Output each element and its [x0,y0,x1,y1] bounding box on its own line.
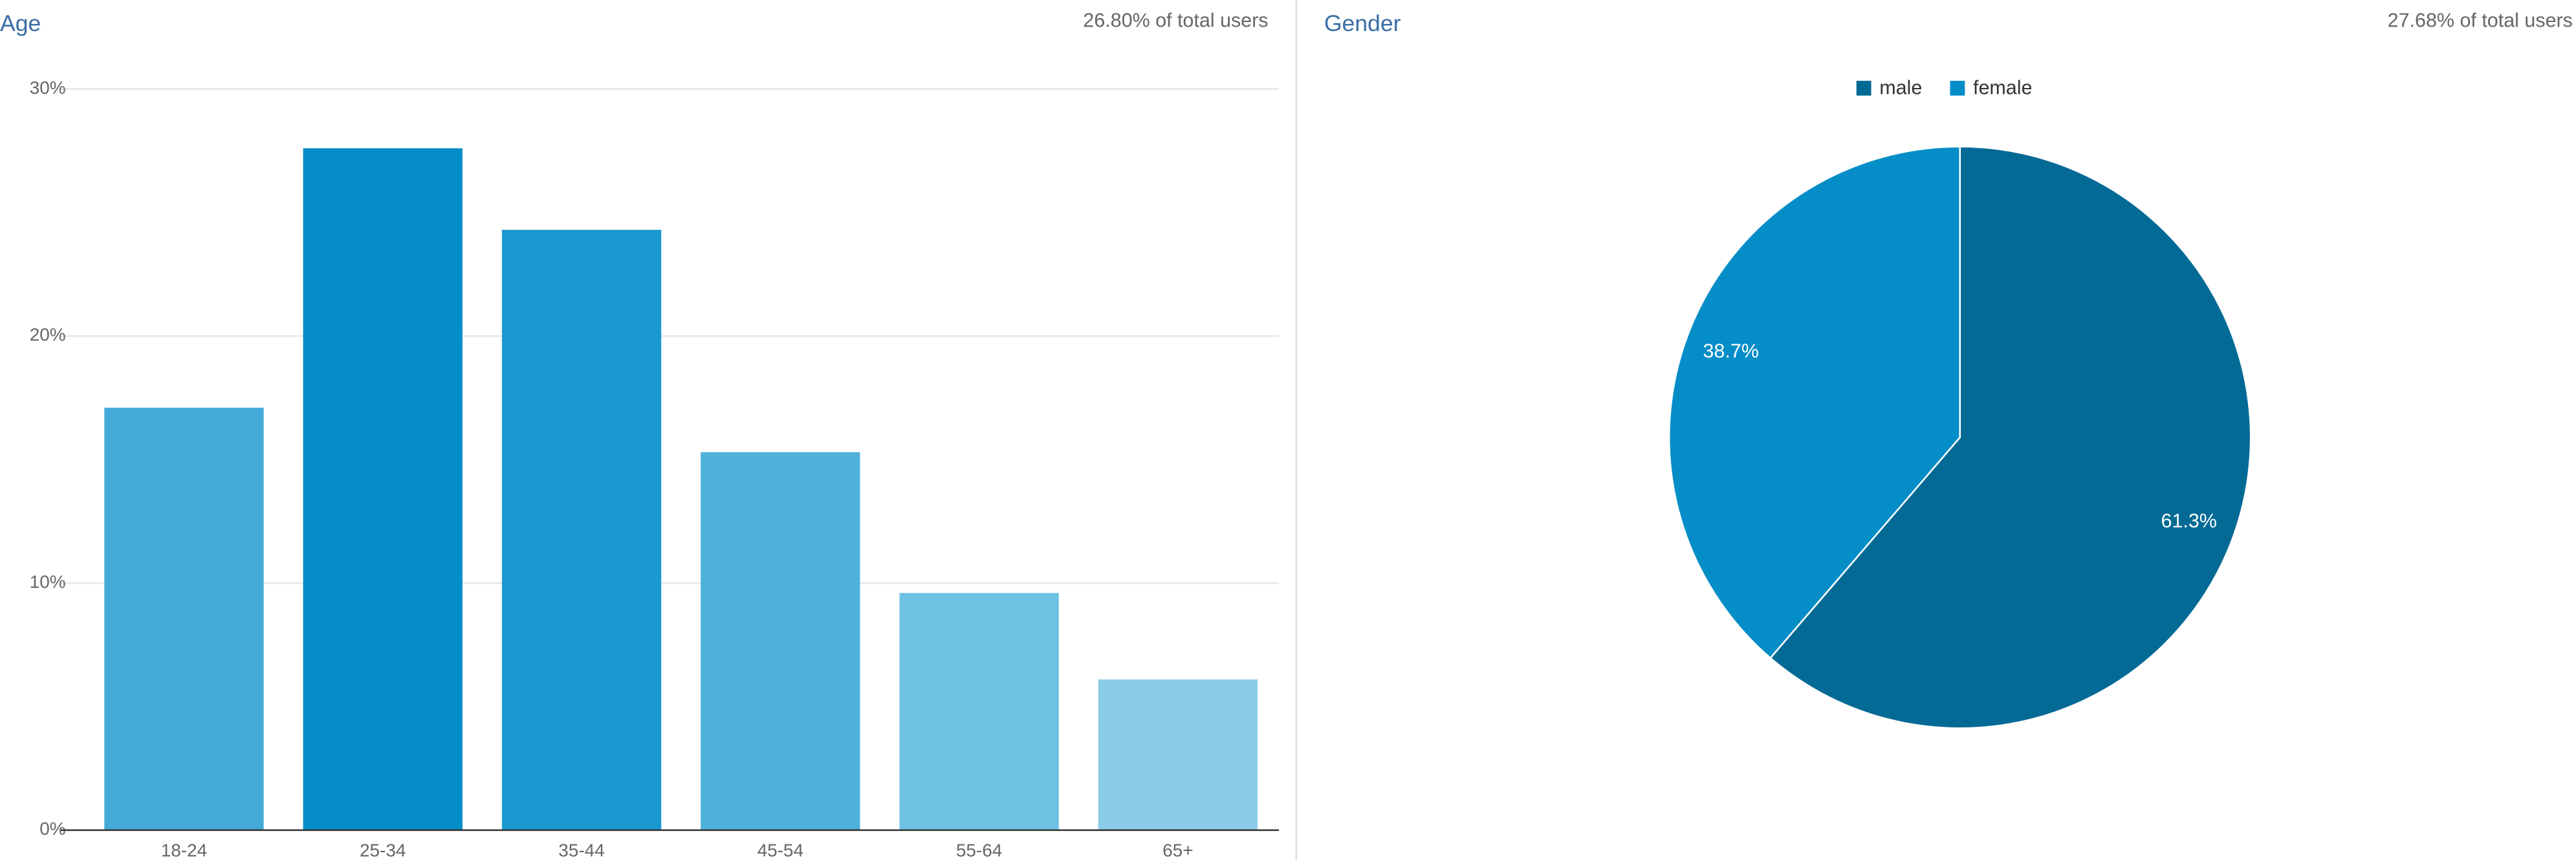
chart-subtitle: 26.80% of total users [1083,9,1268,31]
x-tick-label: 25-34 [360,840,406,860]
slice-label: 38.7% [1703,340,1758,362]
x-tick-label: 18-24 [161,840,207,860]
pie-slice [1668,146,1961,659]
bar [1098,679,1258,830]
x-tick-label: 45-54 [758,840,803,860]
bar [701,452,860,830]
x-tick-label: 35-44 [558,840,604,860]
legend-swatch [1950,80,1965,96]
bar [303,148,463,830]
legend-label: female [1973,77,2032,99]
chart-subtitle: 27.68% of total users [2388,9,2573,31]
x-tick-label: 65+ [1162,840,1193,860]
pie-slice [1769,146,2252,729]
legend-swatch [1856,80,1872,96]
y-tick-label: 10% [30,571,66,591]
bar [899,593,1059,830]
y-tick-label: 0% [39,819,65,839]
y-tick-label: 30% [30,78,66,98]
chart-title: Gender [1324,10,1401,36]
y-tick-label: 20% [30,325,66,345]
x-tick-label: 55-64 [956,840,1002,860]
bar [104,408,264,830]
chart-title: Age [0,10,41,36]
legend-label: male [1879,77,1922,99]
bar [501,230,662,830]
slice-label: 61.3% [2161,510,2217,532]
